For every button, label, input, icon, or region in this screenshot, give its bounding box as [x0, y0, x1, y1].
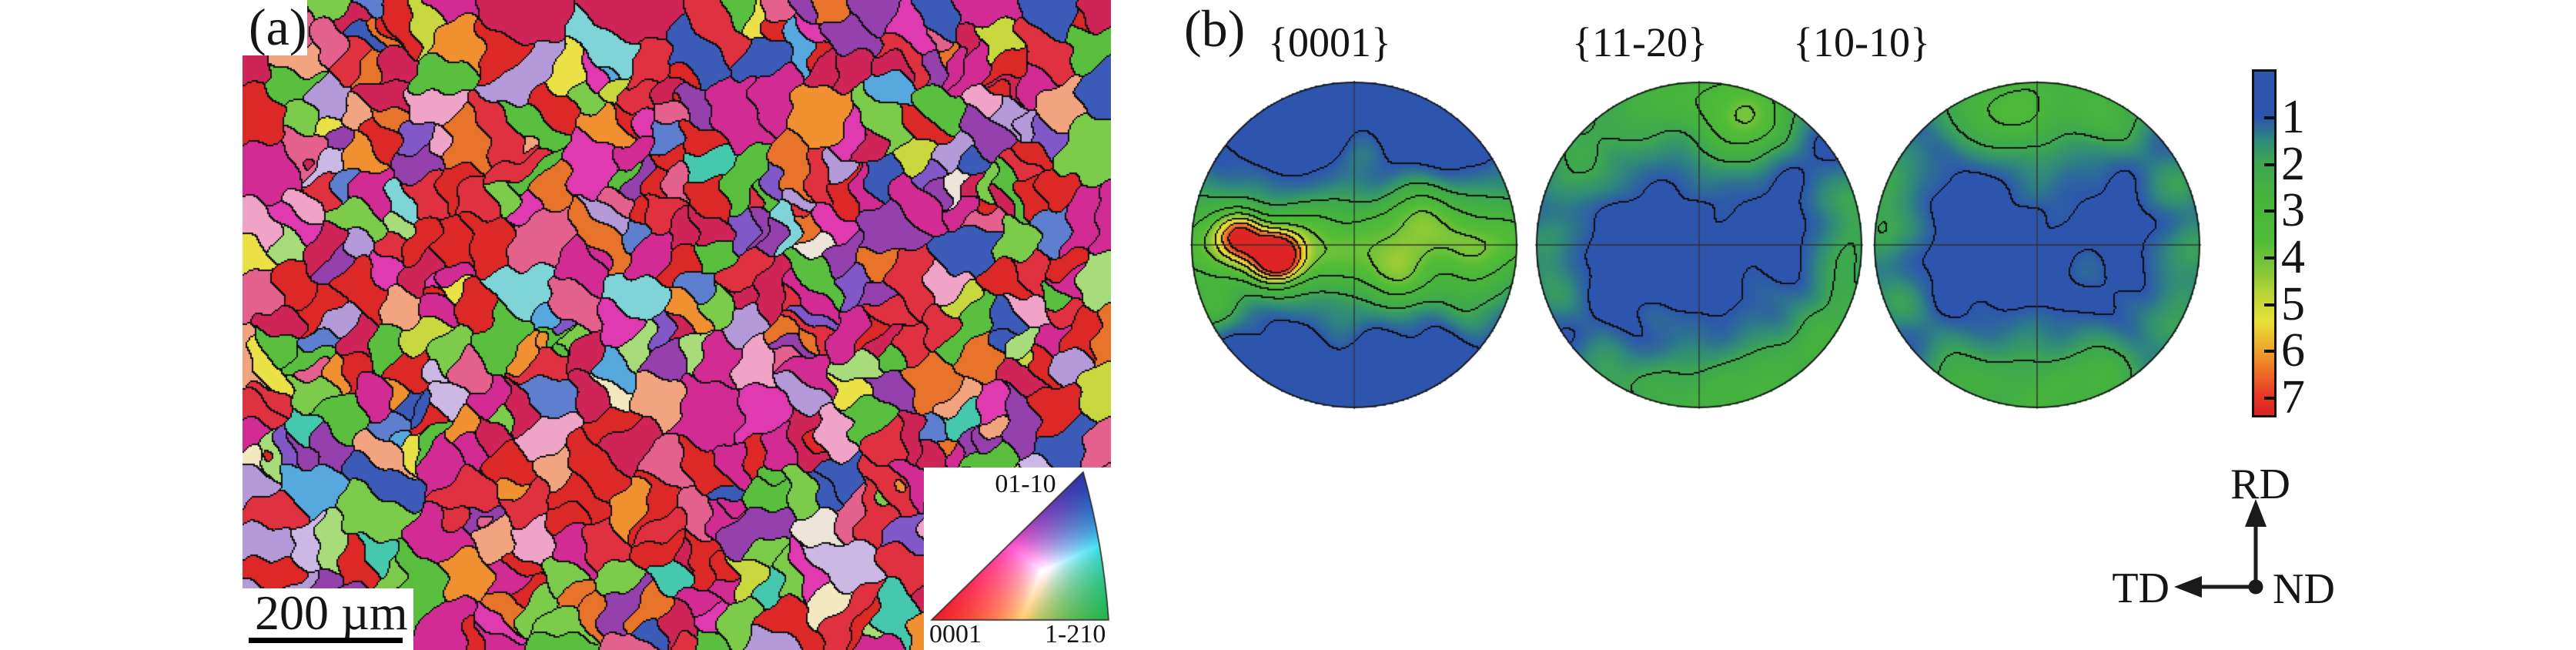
td-arrowhead-icon: [2174, 576, 2202, 598]
scale-bar-label: 200 µm: [255, 585, 408, 640]
colorbar-tick: [2264, 397, 2274, 400]
ipf-key-label-01-10: 01-10: [995, 470, 1056, 498]
colorbar-tick-label: 7: [2281, 371, 2305, 424]
intensity-colorbar: [2252, 69, 2277, 417]
colorbar-tick-label: 4: [2281, 231, 2305, 283]
pole-figure-canvas-0001: [1189, 79, 1520, 410]
colorbar-tick-label: 3: [2281, 184, 2305, 237]
colorbar-tick-label: 5: [2281, 277, 2305, 330]
pole-figure-canvas-11-20: [1534, 79, 1865, 410]
pole-figure-title-10-10: {10-10}: [1793, 19, 1930, 65]
colorbar-tick: [2264, 209, 2274, 213]
scale-bar-line: [249, 638, 403, 643]
axis-label-td: TD: [2112, 565, 2170, 612]
axes-origin-dot: [2248, 579, 2263, 595]
pole-figure-title-0001: {0001}: [1268, 19, 1391, 65]
colorbar-tick-label: 1: [2281, 91, 2305, 143]
pole-figure-canvas-10-10: [1872, 79, 2203, 410]
colorbar-tick: [2264, 256, 2274, 260]
ipf-color-key-box: 01-10 0001 1-210: [924, 467, 1113, 650]
colorbar-tick: [2264, 116, 2274, 119]
axes-arrow-svg: [2174, 499, 2267, 598]
colorbar-tick-label: 2: [2281, 137, 2305, 190]
pole-figure-title-11-20: {11-20}: [1572, 19, 1708, 65]
colorbar-tick: [2264, 303, 2274, 307]
axis-label-rd: RD: [2230, 461, 2290, 508]
ipf-key-label-1-210: 1-210: [1045, 620, 1106, 648]
panel-b-label: (b): [1184, 0, 1246, 58]
colorbar-tick: [2264, 350, 2274, 353]
rd-arrowhead-icon: [2245, 499, 2267, 527]
panel-a-label-box: (a): [243, 0, 307, 55]
colorbar-tick: [2264, 162, 2274, 166]
colorbar-tick-label: 6: [2281, 324, 2305, 377]
colorbar-gradient: [2254, 72, 2274, 415]
ipf-key-label-0001: 0001: [929, 620, 982, 648]
ipf-color-key-triangle: [924, 467, 1113, 650]
scale-bar-box: 200 µm: [241, 588, 413, 650]
axis-label-nd: ND: [2273, 565, 2335, 613]
panel-a-label: (a): [249, 0, 307, 56]
